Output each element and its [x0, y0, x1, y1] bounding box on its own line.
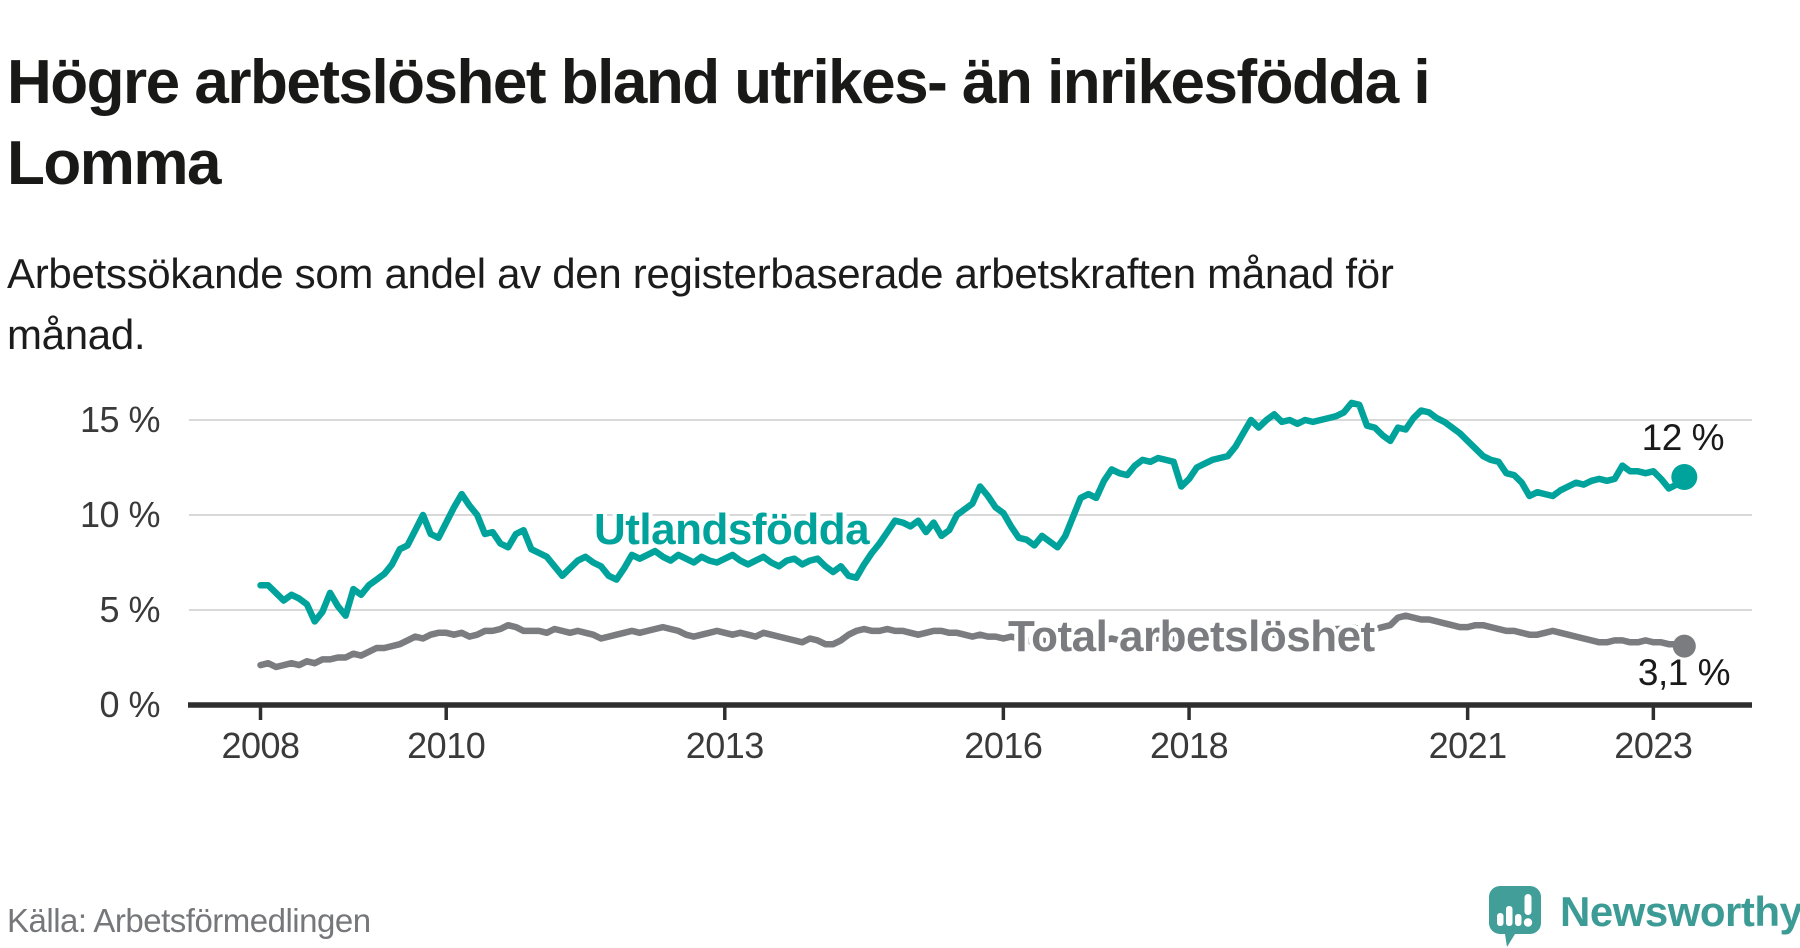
x-tick-label-2008: 2008 [221, 725, 300, 766]
series-line-utlandsfodda [257, 399, 1688, 625]
source-note: Källa: Arbetsförmedlingen [7, 902, 371, 939]
series-end-dot-total [1672, 634, 1696, 658]
logo-bar3 [1515, 914, 1522, 926]
newsworthy-logo[interactable]: Newsworthy [1489, 886, 1800, 948]
y-tick-label-10: 10 % [79, 494, 161, 535]
series-label-utlandsfodda: Utlandsfödda [594, 505, 870, 554]
chart-subtitle-line1: Arbetssökande som andel av den registerb… [7, 250, 1394, 297]
page-title-line2: Lomma [7, 128, 221, 198]
logo-exclamation-dot [1523, 918, 1533, 927]
logo-bubble-shape [1489, 886, 1541, 947]
newsworthy-logo-icon [1489, 886, 1541, 947]
x-tick-label-2010: 2010 [407, 725, 486, 766]
y-tick-label-5: 5 % [99, 589, 160, 630]
chart-subtitle-line2: månad. [7, 311, 146, 358]
series-end-dot-utlandsfodda [1671, 464, 1698, 490]
x-tick-label-2013: 2013 [685, 725, 765, 766]
logo-bar1 [1497, 913, 1504, 926]
y-tick-label-15: 15 % [79, 399, 161, 440]
series-line-total [257, 612, 1688, 671]
brand-name: Newsworthy [1560, 888, 1800, 935]
page-title: Högre arbetslöshet bland utrikes- än inr… [7, 42, 1787, 204]
logo-exclamation-stem [1524, 894, 1532, 915]
x-tick-label-2016: 2016 [964, 725, 1043, 766]
x-tick-label-2021: 2021 [1428, 725, 1508, 766]
end-value-label-total: 3,1 % [1637, 652, 1731, 693]
logo-bar2 [1506, 906, 1513, 926]
x-tick-label-2018: 2018 [1150, 725, 1229, 766]
y-tick-label-0: 0 % [99, 684, 160, 725]
series-label-total: Total arbetslöshet [1008, 612, 1375, 661]
end-value-label-utlandsfodda: 12 % [1641, 417, 1725, 458]
page-title-line1: Högre arbetslöshet bland utrikes- än inr… [7, 47, 1431, 117]
chart-subtitle: Arbetssökande som andel av den registerb… [7, 243, 1707, 365]
x-tick-label-2023: 2023 [1614, 725, 1693, 766]
